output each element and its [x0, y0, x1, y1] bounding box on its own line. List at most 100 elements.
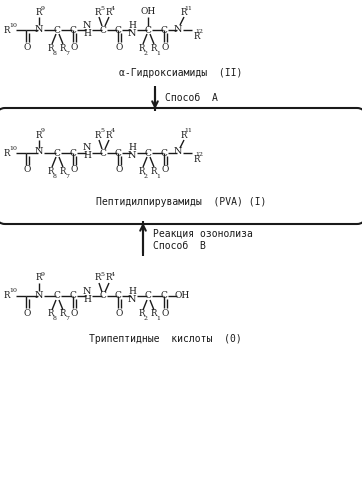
Text: H: H [83, 294, 91, 303]
Text: R: R [194, 155, 201, 164]
Text: Способ  A: Способ A [165, 93, 218, 103]
Text: 10: 10 [9, 22, 17, 27]
Text: R: R [4, 291, 10, 300]
Text: 12: 12 [195, 28, 203, 33]
Text: R: R [139, 43, 145, 52]
Text: C: C [161, 291, 168, 300]
Text: 5: 5 [100, 5, 104, 10]
Text: R: R [36, 273, 42, 282]
Text: R: R [106, 7, 112, 16]
Text: H: H [83, 152, 91, 161]
Text: O: O [23, 308, 31, 317]
Text: R: R [181, 7, 187, 16]
Text: R: R [151, 43, 157, 52]
Text: 1: 1 [156, 174, 160, 179]
Text: 8: 8 [53, 50, 57, 55]
Text: C: C [114, 149, 121, 158]
Text: N: N [35, 290, 43, 299]
Text: N: N [174, 24, 182, 33]
Text: 9: 9 [41, 271, 45, 276]
Text: Трипептидные  кислоты  (0): Трипептидные кислоты (0) [89, 334, 241, 344]
Text: 10: 10 [9, 288, 17, 293]
Text: R: R [106, 131, 112, 140]
Text: 5: 5 [100, 129, 104, 134]
Text: R: R [151, 167, 157, 176]
Text: C: C [144, 291, 151, 300]
Text: C: C [100, 149, 106, 158]
Text: R: R [36, 7, 42, 16]
Text: OH: OH [174, 291, 190, 300]
Text: N: N [83, 20, 91, 29]
Text: α-Гидроксиамиды  (II): α-Гидроксиамиды (II) [119, 68, 243, 78]
Text: R: R [48, 167, 54, 176]
Text: O: O [23, 166, 31, 175]
Text: C: C [70, 25, 76, 34]
Text: R: R [106, 273, 112, 282]
Text: H: H [128, 144, 136, 153]
Text: R: R [151, 309, 157, 318]
Text: 4: 4 [111, 129, 115, 134]
Text: 10: 10 [9, 146, 17, 151]
Text: R: R [60, 309, 66, 318]
Text: C: C [54, 25, 60, 34]
Text: O: O [70, 42, 78, 51]
Text: 2: 2 [144, 174, 148, 179]
Text: 12: 12 [195, 152, 203, 157]
Text: N: N [128, 294, 136, 303]
Text: R: R [60, 43, 66, 52]
Text: N: N [35, 148, 43, 157]
Text: Реакция озонолиза: Реакция озонолиза [153, 228, 253, 238]
Text: 4: 4 [111, 271, 115, 276]
Text: 8: 8 [53, 174, 57, 179]
Text: O: O [161, 308, 169, 317]
Text: R: R [139, 309, 145, 318]
Text: O: O [23, 42, 31, 51]
Text: 5: 5 [100, 271, 104, 276]
Text: R: R [4, 25, 10, 34]
Text: 11: 11 [184, 129, 192, 134]
Text: R: R [139, 167, 145, 176]
Text: C: C [161, 25, 168, 34]
Text: C: C [114, 291, 121, 300]
Text: O: O [115, 308, 123, 317]
Text: R: R [48, 43, 54, 52]
Text: N: N [83, 286, 91, 295]
Text: 7: 7 [65, 50, 69, 55]
Text: 1: 1 [156, 50, 160, 55]
Text: Способ  B: Способ B [153, 241, 206, 251]
Text: 8: 8 [53, 316, 57, 321]
FancyBboxPatch shape [0, 108, 362, 224]
Text: R: R [60, 167, 66, 176]
Text: R: R [48, 309, 54, 318]
Text: O: O [161, 42, 169, 51]
Text: C: C [144, 25, 151, 34]
Text: N: N [35, 24, 43, 33]
Text: C: C [114, 25, 121, 34]
Text: O: O [115, 42, 123, 51]
Text: C: C [70, 149, 76, 158]
Text: C: C [161, 149, 168, 158]
Text: N: N [174, 148, 182, 157]
Text: R: R [194, 31, 201, 40]
Text: H: H [128, 286, 136, 295]
Text: H: H [128, 20, 136, 29]
Text: 1: 1 [156, 316, 160, 321]
Text: R: R [181, 131, 187, 140]
Text: 9: 9 [41, 5, 45, 10]
Text: 2: 2 [144, 316, 148, 321]
Text: O: O [115, 166, 123, 175]
Text: N: N [83, 144, 91, 153]
Text: C: C [100, 25, 106, 34]
Text: 11: 11 [184, 5, 192, 10]
Text: H: H [83, 28, 91, 37]
Text: C: C [144, 149, 151, 158]
Text: 7: 7 [65, 174, 69, 179]
Text: OH: OH [140, 6, 156, 15]
Text: O: O [70, 166, 78, 175]
Text: 9: 9 [41, 129, 45, 134]
Text: C: C [100, 291, 106, 300]
Text: O: O [70, 308, 78, 317]
Text: Пептидилпирувамиды  (PVA) (I): Пептидилпирувамиды (PVA) (I) [96, 197, 266, 207]
Text: R: R [36, 131, 42, 140]
Text: R: R [95, 7, 101, 16]
